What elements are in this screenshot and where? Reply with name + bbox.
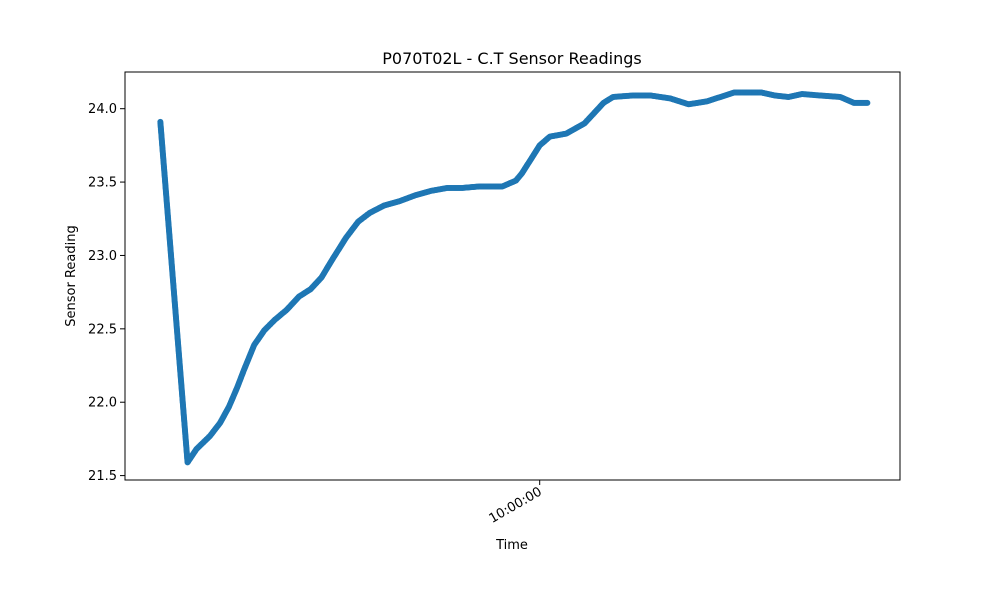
x-axis-label: Time bbox=[495, 538, 528, 553]
data-point bbox=[864, 99, 871, 106]
y-tick-label: 23.5 bbox=[88, 176, 117, 191]
y-axis-label: Sensor Reading bbox=[64, 225, 79, 326]
y-tick-label: 21.5 bbox=[88, 469, 117, 484]
data-series bbox=[157, 89, 871, 466]
plot-frame bbox=[124, 71, 901, 481]
chart-title: P070T02L - C.T Sensor Readings bbox=[382, 49, 642, 68]
y-axis: 21.5 22.0 22.5 23.0 23.5 24.0 bbox=[88, 102, 125, 484]
y-tick-label: 22.0 bbox=[88, 396, 117, 411]
y-tick-label: 22.5 bbox=[88, 322, 117, 337]
y-tick-label: 23.0 bbox=[88, 249, 117, 264]
y-tick-label: 24.0 bbox=[88, 102, 117, 117]
